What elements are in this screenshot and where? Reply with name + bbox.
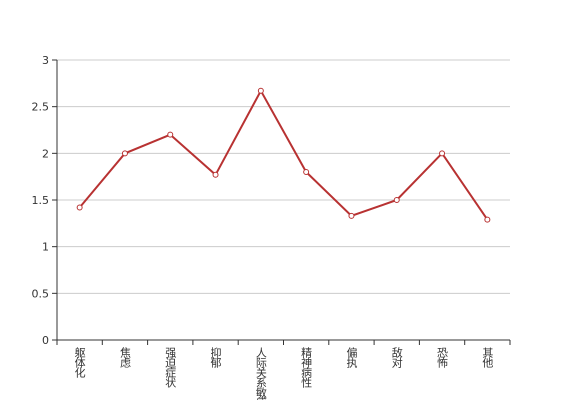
x-tick-label: 焦虑 bbox=[118, 347, 131, 368]
point bbox=[167, 131, 174, 138]
point bbox=[393, 197, 400, 203]
y-tick-label: 2.5 bbox=[32, 101, 50, 114]
point bbox=[348, 212, 355, 219]
line bbox=[78, 88, 489, 221]
point bbox=[76, 204, 83, 211]
point bbox=[121, 150, 128, 157]
x-tick-label: 抑郁 bbox=[209, 346, 222, 368]
x-tick-label: 精神病性 bbox=[300, 347, 313, 389]
point bbox=[484, 216, 491, 223]
y-tick-label: 1 bbox=[42, 241, 49, 254]
x-tick-label: 其他 bbox=[481, 347, 494, 368]
point bbox=[212, 171, 219, 178]
point bbox=[439, 150, 446, 157]
y-tick-label: 0.5 bbox=[32, 287, 50, 300]
y-tick-label: 2 bbox=[42, 147, 49, 160]
x-tick-label: 敌对 bbox=[390, 346, 403, 368]
y-tick-label: 3 bbox=[42, 54, 49, 67]
x-tick-label: 人际关系敏感 bbox=[254, 347, 267, 400]
x-tick-label: 偏执 bbox=[345, 346, 358, 369]
point bbox=[257, 87, 264, 94]
y-tick-label: 1.5 bbox=[32, 194, 50, 207]
x-tick-label: 恐怖 bbox=[436, 347, 449, 368]
x-tick-label: 躯体化 bbox=[73, 347, 86, 379]
y-tick-label: 0 bbox=[42, 334, 49, 347]
point bbox=[303, 169, 310, 175]
x-tick-label: 强迫症状 bbox=[164, 347, 177, 388]
